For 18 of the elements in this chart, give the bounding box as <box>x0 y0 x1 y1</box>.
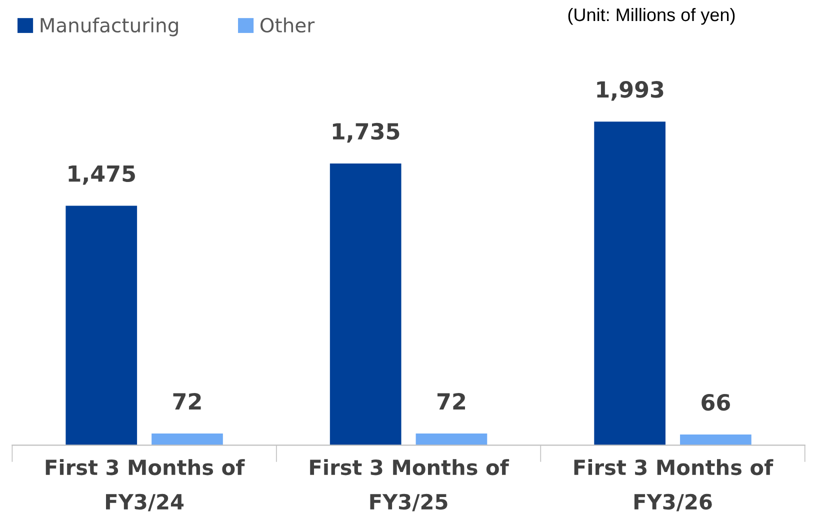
data-label: 1,475 <box>68 165 135 185</box>
bar <box>416 434 488 446</box>
legend-label: Other <box>260 18 315 33</box>
data-label: 72 <box>173 392 201 410</box>
data-label: 1,993 <box>597 81 664 101</box>
bar <box>594 122 666 446</box>
x-tick-label: First 3 Months of FY3/26 <box>574 459 774 512</box>
bar <box>330 163 402 446</box>
text: (Unit: Millions of yen) <box>568 8 735 25</box>
data-label: 1,735 <box>332 122 400 143</box>
data-label: 72 <box>437 392 465 410</box>
bar <box>152 434 223 446</box>
x-tick-label: First 3 Months of FY3/24 <box>46 459 245 512</box>
data-label: 66 <box>702 394 730 411</box>
bar <box>680 434 752 446</box>
x-tick-label: First 3 Months of FY3/25 <box>310 459 510 512</box>
bar <box>66 206 138 446</box>
legend-label: Manufacturing <box>40 18 178 36</box>
